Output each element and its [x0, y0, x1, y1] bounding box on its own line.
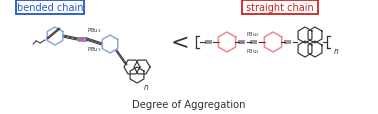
FancyBboxPatch shape: [242, 1, 318, 15]
Bar: [285, 41, 291, 44]
Text: bended chain: bended chain: [17, 3, 83, 13]
Bar: [251, 41, 257, 44]
Text: PBu$_3$: PBu$_3$: [246, 30, 259, 39]
Text: Degree of Aggregation: Degree of Aggregation: [132, 99, 246, 109]
FancyBboxPatch shape: [16, 1, 84, 15]
Bar: [239, 41, 245, 44]
Text: PBu$_3$: PBu$_3$: [87, 26, 101, 35]
Bar: [77, 37, 87, 42]
Text: PBu$_3$: PBu$_3$: [246, 47, 259, 55]
Bar: [204, 41, 212, 44]
Text: PBu$_3$: PBu$_3$: [87, 45, 101, 53]
Text: $n$: $n$: [143, 82, 149, 91]
Text: Pt: Pt: [79, 37, 85, 42]
Text: $n$: $n$: [333, 47, 339, 56]
Text: Pt: Pt: [239, 40, 245, 44]
Text: straight chain: straight chain: [246, 3, 314, 13]
Text: <: <: [171, 33, 189, 53]
